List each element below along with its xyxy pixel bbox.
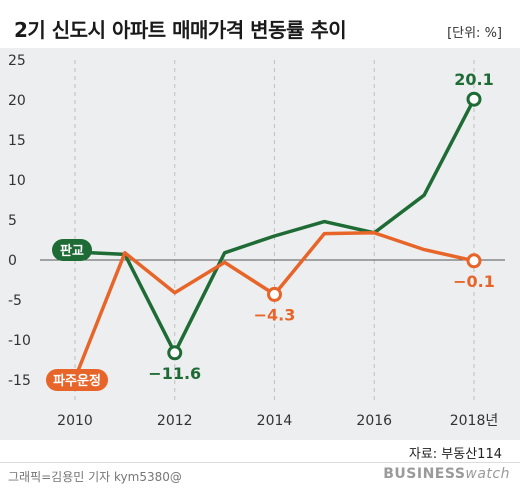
chart-title: 2기 신도시 아파트 매매가격 변동률 추이 <box>14 18 347 42</box>
y-tick-label: 15 <box>8 133 26 149</box>
series-tag-label: 판교 <box>60 243 84 259</box>
y-tick-label: -15 <box>8 373 31 389</box>
brand-bold: BUSINESS <box>383 466 466 482</box>
y-tick-label: -10 <box>8 333 31 349</box>
y-tick-label: 5 <box>8 213 17 229</box>
series-tag-0 <box>52 239 92 261</box>
source-note: 자료: 부동산114 <box>408 447 502 462</box>
data-point-marker <box>167 345 183 361</box>
y-tick-label: 25 <box>8 53 26 69</box>
data-label: −11.6 <box>148 364 201 383</box>
footer-divider <box>0 462 520 463</box>
x-tick-label: 2014 <box>257 413 293 429</box>
y-tick-label: 10 <box>8 173 26 189</box>
y-tick-label: 20 <box>8 93 26 109</box>
series-tag-label: 파주운정 <box>53 373 101 389</box>
unit-label: [단위: %] <box>447 26 502 41</box>
data-point-marker <box>466 253 482 269</box>
graphic-credit: 그래픽=김용민 기자 kym5380@ <box>8 470 182 484</box>
data-point-marker <box>267 286 282 302</box>
brand-logo: BUSINESSwatch <box>383 466 510 482</box>
series-tag-1 <box>46 369 108 391</box>
y-tick-label: -5 <box>8 293 22 309</box>
data-point-marker <box>466 91 482 107</box>
y-tick-label: 0 <box>8 253 17 269</box>
series-line-0 <box>73 97 476 355</box>
brand-light: watch <box>465 466 510 482</box>
x-tick-label: 2012 <box>157 413 193 429</box>
line-chart: 25 20 15 10 5 0 -5 -10 -15 2010 2012 2014 2016 2018년 −… <box>8 53 505 429</box>
x-tick-label: 2018년 <box>450 413 499 429</box>
data-label: −0.1 <box>453 272 495 291</box>
x-tick-label: 2016 <box>356 413 392 429</box>
data-label: −4.3 <box>254 305 296 324</box>
x-tick-label: 2010 <box>57 413 93 429</box>
data-label: 20.1 <box>454 70 493 89</box>
